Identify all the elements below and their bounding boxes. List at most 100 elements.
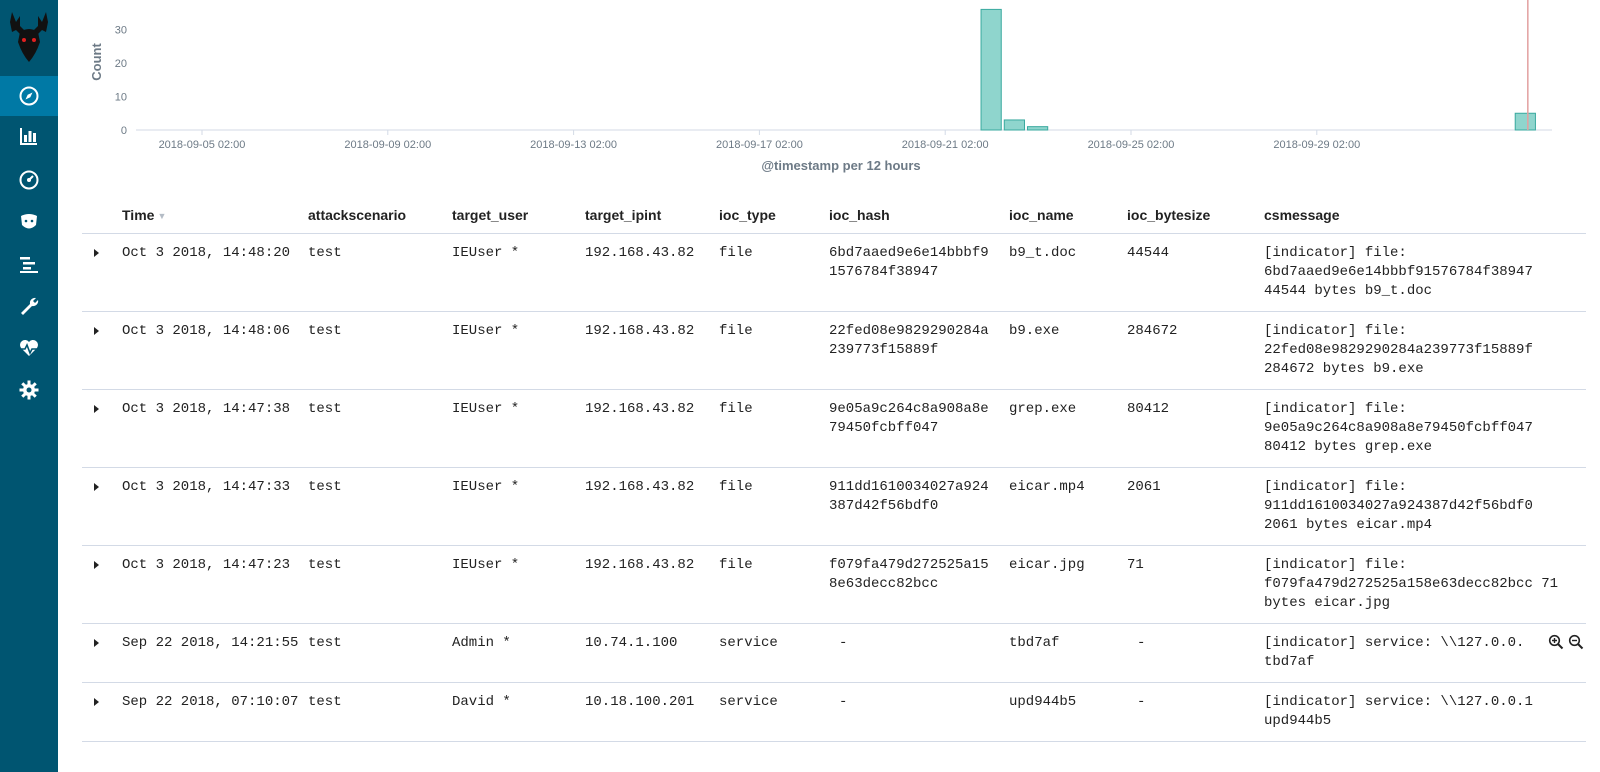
histogram-bar[interactable] [1514,112,1536,131]
cell-csmessage: [indicator] file: 6bd7aaed9e6e14bbbf91576… [1264,233,1586,312]
expand-caret-icon[interactable] [94,698,99,706]
column-header-target-ipint[interactable]: target_ipint [585,197,719,234]
csmessage-line: 22fed08e9829290284a239773f15889f [1264,342,1533,358]
csmessage-line: [indicator] service: \\127.0.0.1 [1264,694,1533,710]
cell-time: Oct 3 2018, 14:47:38 [122,389,308,468]
x-tick-label: 2018-09-05 02:00 [159,139,246,151]
nav-devtools[interactable] [0,286,58,326]
x-tick-label: 2018-09-29 02:00 [1273,139,1360,151]
nav-logs[interactable] [0,244,58,284]
zoom-in-icon[interactable] [1548,634,1564,650]
cell-time: Sep 22 2018, 14:21:55 [122,623,308,683]
cell-ioc-name: eicar.jpg [1009,545,1127,624]
zoom-out-icon[interactable] [1568,634,1584,650]
cell-target-user: IEUser * [452,467,585,546]
cell-ioc-bytesize: 80412 [1127,389,1264,468]
cell-attackscenario: test [308,545,452,624]
expand-cell[interactable] [82,467,122,546]
cell-time: Oct 3 2018, 14:48:06 [122,311,308,390]
y-tick-label: 20 [115,58,127,70]
cell-ioc-name: upd944b5 [1009,682,1127,742]
cell-csmessage: [indicator] file: 911dd1610034027a924387d… [1264,467,1586,546]
cell-ioc-type: file [719,545,829,624]
expand-cell[interactable] [82,623,122,683]
histogram-svg: Count 0 10 20 30 2018-09-05 02:00 2018-09-09… [89,0,1552,173]
nav-management[interactable] [0,370,58,410]
cell-csmessage: [indicator] service: \\127.0.0.1 upd944b5 [1264,682,1586,742]
logs-icon [20,257,38,273]
expand-caret-icon[interactable] [94,639,99,647]
expand-caret-icon[interactable] [94,483,99,491]
cell-attackscenario: test [308,389,452,468]
csmessage-line: [indicator] service: \\127.0.0. [1264,635,1525,651]
histogram-bar[interactable] [1003,119,1025,131]
expand-cell[interactable] [82,389,122,468]
cell-target-ipint: 192.168.43.82 [585,311,719,390]
nav-visualize[interactable] [0,116,58,156]
column-header-ioc-hash[interactable]: ioc_hash [829,197,1009,234]
y-axis-title: Count [89,43,104,81]
csmessage-line: f079fa479d272525a158e63decc82bcc 71 [1264,576,1559,592]
redelk-logo[interactable] [6,8,52,64]
csmessage-line: 80412 bytes grep.exe [1264,439,1433,455]
expand-cell[interactable] [82,682,122,742]
nav-monitoring[interactable] [0,328,58,368]
cell-csmessage: [indicator] file: 22fed08e9829290284a2397… [1264,311,1586,390]
csmessage-line: [indicator] file: [1264,401,1407,417]
cell-ioc-bytesize: 284672 [1127,311,1264,390]
expand-cell[interactable] [82,233,122,312]
histogram-bar[interactable] [980,8,1002,131]
expand-caret-icon[interactable] [94,405,99,413]
gear-icon [19,380,39,400]
document-table: Time ▼ attackscenario target_user target_… [82,197,1586,742]
cell-target-user: Admin * [452,623,585,683]
table-row[interactable]: Sep 22 2018, 07:10:07 test David * 10.18.10… [82,682,1586,742]
cell-ioc-bytesize: 71 [1127,545,1264,624]
cell-time: Sep 22 2018, 07:10:07 [122,682,308,742]
visualize-icon [20,128,37,145]
expand-cell[interactable] [82,311,122,390]
column-header-target-user[interactable]: target_user [452,197,585,234]
cell-ioc-hash: 911dd1610034027a924387d42f56bdf0 [829,467,1009,546]
column-header-time[interactable]: Time ▼ [122,197,308,234]
csmessage-line: 6bd7aaed9e6e14bbbf91576784f38947 [1264,264,1533,280]
cell-csmessage: [indicator] file: f079fa479d272525a158e63… [1264,545,1586,624]
table-row[interactable]: Oct 3 2018, 14:48:06 test IEUser * 192.168.… [82,311,1586,390]
csmessage-line: 9e05a9c264c8a908a8e79450fcbff047 [1264,420,1533,436]
column-header-ioc-bytesize[interactable]: ioc_bytesize [1127,197,1264,234]
cell-attackscenario: test [308,623,452,683]
cell-ioc-hash: - [829,682,1009,742]
timelion-icon [21,214,37,229]
histogram-bar[interactable] [1026,126,1049,131]
cell-ioc-type: file [719,311,829,390]
cell-ioc-hash: f079fa479d272525a158e63decc82bcc [829,545,1009,624]
cell-attackscenario: test [308,311,452,390]
expand-caret-icon[interactable] [94,561,99,569]
column-header-ioc-type[interactable]: ioc_type [719,197,829,234]
cell-ioc-type: service [719,623,829,683]
cell-target-ipint: 192.168.43.82 [585,233,719,312]
table-row[interactable]: Oct 3 2018, 14:47:23 test IEUser * 192.168.… [82,545,1586,624]
expand-caret-icon[interactable] [94,249,99,257]
csmessage-line: [indicator] file: [1264,557,1407,573]
nav-dashboard[interactable] [0,160,58,200]
table-row[interactable]: Sep 22 2018, 14:21:55 test Admin * 10.74.1.… [82,623,1586,683]
cell-target-user: IEUser * [452,545,585,624]
expand-cell[interactable] [82,545,122,624]
x-tick-label: 2018-09-25 02:00 [1088,139,1175,151]
column-header-attackscenario[interactable]: attackscenario [308,197,452,234]
table-header-row: Time ▼ attackscenario target_user target_… [82,197,1586,234]
nav-discover[interactable] [0,76,58,116]
expand-caret-icon[interactable] [94,327,99,335]
table-row[interactable]: Oct 3 2018, 14:47:38 test IEUser * 192.168.… [82,389,1586,468]
sort-desc-icon[interactable]: ▼ [157,211,167,222]
column-header-ioc-name[interactable]: ioc_name [1009,197,1127,234]
sidebar [0,0,58,772]
cell-ioc-name: tbd7af [1009,623,1127,683]
cell-attackscenario: test [308,233,452,312]
cell-ioc-hash: 9e05a9c264c8a908a8e79450fcbff047 [829,389,1009,468]
table-row[interactable]: Oct 3 2018, 14:48:20 test IEUser * 192.168.… [82,233,1586,312]
table-row[interactable]: Oct 3 2018, 14:47:33 test IEUser * 192.168.… [82,467,1586,546]
nav-timelion[interactable] [0,202,58,242]
column-header-csmessage[interactable]: csmessage [1264,197,1586,234]
